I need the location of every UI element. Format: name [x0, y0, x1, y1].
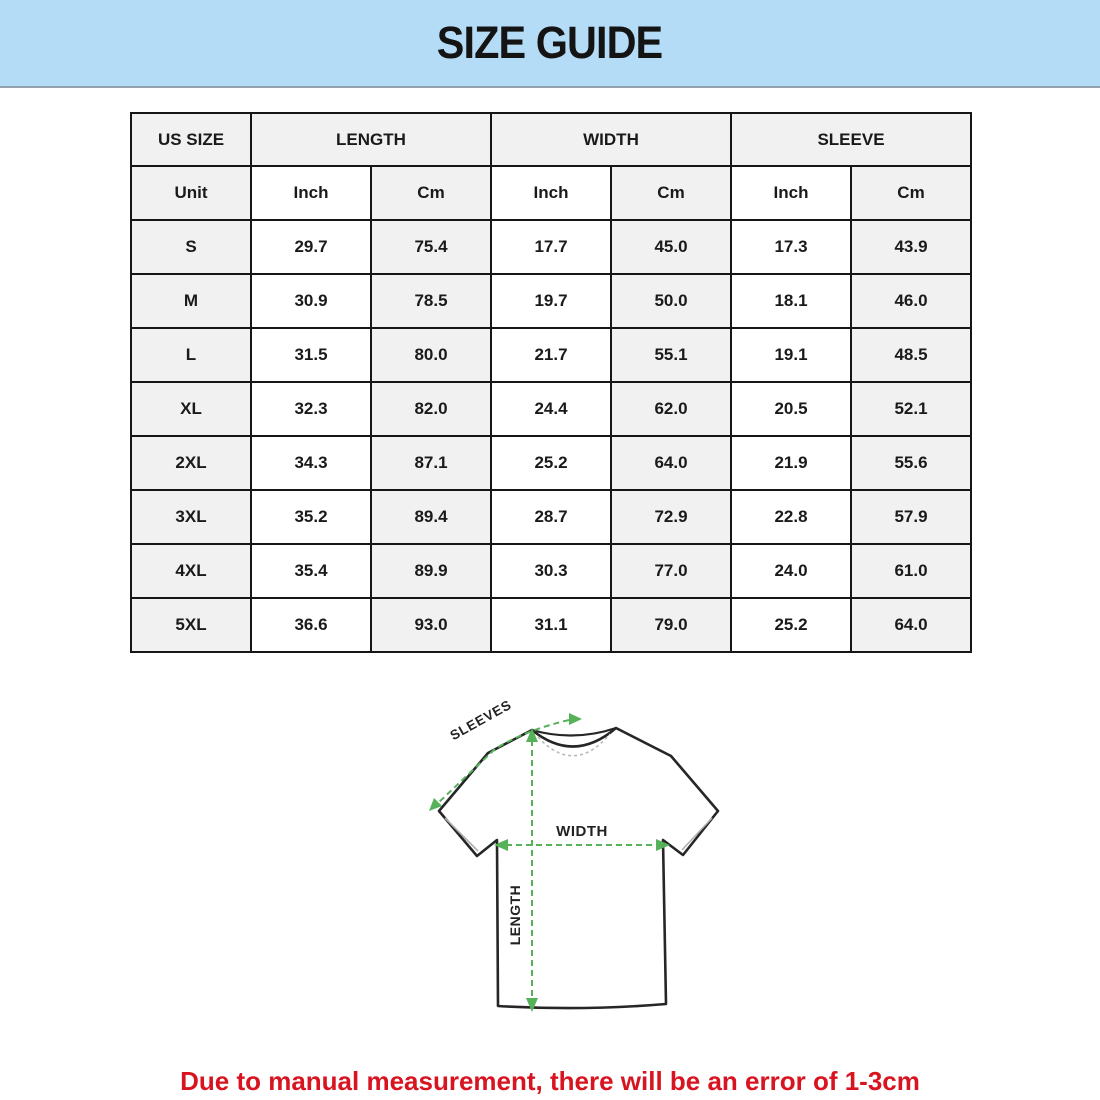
table-row: L 31.5 80.0 21.7 55.1 19.1 48.5 — [130, 327, 972, 383]
measurement-cell: 19.7 — [490, 273, 612, 329]
measurement-cell: 62.0 — [610, 381, 732, 437]
measurement-cell: 79.0 — [610, 597, 732, 653]
unit-header-cell: Inch — [490, 165, 612, 221]
sleeve-arrow-left-icon — [429, 798, 442, 811]
sleeve-arrow-right-icon — [569, 713, 582, 725]
measurement-cell: 93.0 — [370, 597, 492, 653]
measurement-cell: 34.3 — [250, 435, 372, 491]
size-table-body: S 29.7 75.4 17.7 45.0 17.3 43.9 M 30.9 78.5 19.7 50… — [130, 219, 972, 653]
measurement-cell: 31.1 — [490, 597, 612, 653]
tshirt-outline — [437, 726, 720, 1010]
measurement-cell: 24.4 — [490, 381, 612, 437]
measurement-cell: 21.9 — [730, 435, 852, 491]
measurement-cell: 24.0 — [730, 543, 852, 599]
measurement-cell: 64.0 — [610, 435, 732, 491]
measurement-cell: 52.1 — [850, 381, 972, 437]
measurement-cell: 75.4 — [370, 219, 492, 275]
size-table-head: US SIZE LENGTH WIDTH SLEEVE Unit Inch Cm… — [130, 112, 972, 221]
measurement-cell: 55.1 — [610, 327, 732, 383]
tshirt-measurement-diagram: LENGTH WIDTH SLEEVES — [380, 680, 780, 1040]
group-header-row: US SIZE LENGTH WIDTH SLEEVE — [130, 112, 972, 167]
table-row: S 29.7 75.4 17.7 45.0 17.3 43.9 — [130, 219, 972, 275]
measurement-cell: 25.2 — [490, 435, 612, 491]
size-cell: S — [130, 219, 252, 275]
measurement-cell: 17.7 — [490, 219, 612, 275]
size-cell: 3XL — [130, 489, 252, 545]
unit-header-cell: Cm — [850, 165, 972, 221]
measurement-cell: 31.5 — [250, 327, 372, 383]
length-label: LENGTH — [507, 885, 523, 946]
table-row: 4XL 35.4 89.9 30.3 77.0 24.0 61.0 — [130, 543, 972, 599]
sleeve-label: SLEEVES — [447, 697, 514, 743]
unit-header-cell: Unit — [130, 165, 252, 221]
width-arrow-right-icon — [656, 839, 670, 851]
measurement-cell: 32.3 — [250, 381, 372, 437]
width-arrow-left-icon — [494, 839, 508, 851]
measurement-cell: 80.0 — [370, 327, 492, 383]
measurement-cell: 87.1 — [370, 435, 492, 491]
size-cell: XL — [130, 381, 252, 437]
col-header-width: WIDTH — [490, 112, 732, 167]
measurement-cell: 22.8 — [730, 489, 852, 545]
measurement-cell: 82.0 — [370, 381, 492, 437]
measurement-cell: 18.1 — [730, 273, 852, 329]
table-row: 5XL 36.6 93.0 31.1 79.0 25.2 64.0 — [130, 597, 972, 653]
collar-rim-line — [531, 726, 617, 737]
measurement-cell: 19.1 — [730, 327, 852, 383]
size-cell: L — [130, 327, 252, 383]
unit-header-cell: Inch — [250, 165, 372, 221]
measurement-cell: 43.9 — [850, 219, 972, 275]
unit-header-row: Unit Inch Cm Inch Cm Inch Cm — [130, 165, 972, 221]
length-arrow-down-icon — [526, 998, 538, 1012]
measurement-cell: 55.6 — [850, 435, 972, 491]
right-cuff-stitch — [681, 817, 713, 851]
size-cell: 4XL — [130, 543, 252, 599]
measurement-cell: 89.4 — [370, 489, 492, 545]
measurement-cell: 50.0 — [610, 273, 732, 329]
measurement-cell: 64.0 — [850, 597, 972, 653]
measurement-cell: 35.2 — [250, 489, 372, 545]
size-guide-header: SIZE GUIDE — [0, 0, 1100, 88]
measurement-cell: 36.6 — [250, 597, 372, 653]
measurement-cell: 30.9 — [250, 273, 372, 329]
measurement-cell: 57.9 — [850, 489, 972, 545]
measurement-cell: 72.9 — [610, 489, 732, 545]
col-header-length: LENGTH — [250, 112, 492, 167]
measurement-cell: 29.7 — [250, 219, 372, 275]
size-cell: M — [130, 273, 252, 329]
size-cell: 2XL — [130, 435, 252, 491]
measurement-cell: 20.5 — [730, 381, 852, 437]
unit-header-cell: Inch — [730, 165, 852, 221]
size-cell: 5XL — [130, 597, 252, 653]
measurement-cell: 28.7 — [490, 489, 612, 545]
measurement-cell: 17.3 — [730, 219, 852, 275]
measurement-cell: 46.0 — [850, 273, 972, 329]
table-row: XL 32.3 82.0 24.4 62.0 20.5 52.1 — [130, 381, 972, 437]
unit-header-cell: Cm — [610, 165, 732, 221]
table-row: 2XL 34.3 87.1 25.2 64.0 21.9 55.6 — [130, 435, 972, 491]
measurement-cell: 48.5 — [850, 327, 972, 383]
length-arrow-up-icon — [526, 728, 538, 742]
measurement-cell: 21.7 — [490, 327, 612, 383]
col-header-sleeve: SLEEVE — [730, 112, 972, 167]
left-cuff-stitch — [444, 817, 479, 852]
measurement-error-note: Due to manual measurement, there will be… — [180, 1066, 920, 1096]
col-header-us-size: US SIZE — [130, 112, 252, 167]
measurement-cell: 45.0 — [610, 219, 732, 275]
collar-stitch-line — [537, 733, 611, 757]
page-title: SIZE GUIDE — [437, 17, 663, 68]
table-row: 3XL 35.2 89.4 28.7 72.9 22.8 57.9 — [130, 489, 972, 545]
size-table: US SIZE LENGTH WIDTH SLEEVE Unit Inch Cm… — [130, 112, 972, 653]
table-row: M 30.9 78.5 19.7 50.0 18.1 46.0 — [130, 273, 972, 329]
measurement-cell: 30.3 — [490, 543, 612, 599]
tshirt-diagram-svg: LENGTH WIDTH SLEEVES — [429, 697, 720, 1012]
measurement-cell: 35.4 — [250, 543, 372, 599]
unit-header-cell: Cm — [370, 165, 492, 221]
measurement-cell: 61.0 — [850, 543, 972, 599]
measurement-cell: 89.9 — [370, 543, 492, 599]
width-label: WIDTH — [556, 823, 608, 840]
measurement-cell: 78.5 — [370, 273, 492, 329]
measurement-cell: 25.2 — [730, 597, 852, 653]
measurement-cell: 77.0 — [610, 543, 732, 599]
